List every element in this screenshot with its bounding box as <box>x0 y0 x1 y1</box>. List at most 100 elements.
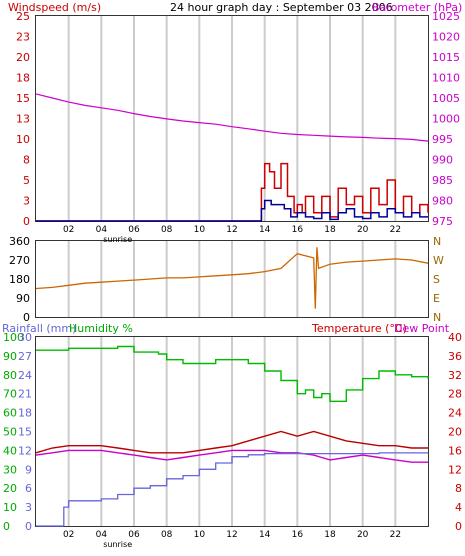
temperature-line <box>35 430 428 454</box>
windspeed-tick-label: 23 <box>16 31 30 44</box>
direction-tick-label: 90 <box>16 292 30 305</box>
temperature-tick-label: 8 <box>455 482 462 495</box>
chart-title: 24 hour graph day : September 03 2006 <box>170 1 393 14</box>
windspeed-tick-label: 13 <box>16 113 30 126</box>
humidity-tick-label: 70 <box>3 388 17 401</box>
compass-label: S <box>433 273 440 286</box>
barometer-tick-label: 995 <box>432 133 453 146</box>
humidity-tick-label: 0 <box>3 520 10 533</box>
barometer-tick-label: 980 <box>432 195 453 208</box>
x-tick-label: 16 <box>292 225 304 235</box>
humidity-tick-label: 40 <box>3 444 17 457</box>
x-tick-label: 04 <box>96 530 108 540</box>
temperature-tick-label: 24 <box>448 407 462 420</box>
x-tick-label: 22 <box>390 530 401 540</box>
sunrise-label: sunrise <box>103 540 132 549</box>
humidity-line <box>36 345 429 402</box>
plot-frame-climate <box>35 336 429 527</box>
temperature-tick-label: 4 <box>455 501 462 514</box>
temperature-tick-label: 16 <box>448 444 462 457</box>
direction-tick-label: 180 <box>9 273 30 286</box>
windspeed-tick-label: 20 <box>16 51 30 64</box>
windspeed-tick-label: 10 <box>16 133 30 146</box>
rainfall-tick-label: 3 <box>25 501 32 514</box>
humidity-tick-label: 30 <box>3 463 17 476</box>
direction-tick-label: 360 <box>9 235 30 248</box>
humidity-tick-label: 60 <box>3 407 17 420</box>
rainfall-tick-label: 15 <box>18 426 32 439</box>
barometer-tick-label: 1015 <box>432 51 460 64</box>
sunrise-label: sunrise <box>103 235 132 244</box>
barometer-tick-label: 990 <box>432 154 453 167</box>
rainfall-axis-label: Rainfall (mm) <box>2 322 76 335</box>
temperature-tick-label: 12 <box>448 463 462 476</box>
humidity-axis-label: Humidity % <box>69 322 133 335</box>
temperature-tick-label: 0 <box>455 520 462 533</box>
x-tick-label: 08 <box>161 530 173 540</box>
barometer-axis-label: Barometer (hPa) <box>372 1 462 14</box>
x-tick-label: 10 <box>194 530 206 540</box>
x-tick-label: 12 <box>226 225 237 235</box>
humidity-tick-label: 80 <box>3 369 17 382</box>
temperature-tick-label: 36 <box>448 350 462 363</box>
barometer-tick-label: 1010 <box>432 72 460 85</box>
windspeed-tick-label: 15 <box>16 92 30 105</box>
barometer-tick-label: 975 <box>432 215 453 228</box>
x-tick-label: 12 <box>226 530 237 540</box>
compass-label: N <box>433 311 441 324</box>
windspeed-tick-label: 25 <box>16 10 30 23</box>
windspeed-tick-label: 0 <box>23 215 30 228</box>
rainfall-line <box>36 452 428 527</box>
rainfall-tick-label: 9 <box>25 463 32 476</box>
humidity-tick-label: 90 <box>3 350 17 363</box>
temperature-axis-label: Temperature (°C) <box>311 322 407 335</box>
windspeed-tick-label: 3 <box>23 195 30 208</box>
wind-direction-line <box>35 247 429 309</box>
rainfall-tick-label: 0 <box>25 520 32 533</box>
dewpoint-axis-label: Dew Point <box>394 322 450 335</box>
x-tick-label: 22 <box>390 225 401 235</box>
windspeed-line <box>36 162 429 222</box>
temperature-tick-label: 40 <box>448 331 462 344</box>
dew-point-line <box>35 449 428 463</box>
humidity-tick-label: 10 <box>3 501 17 514</box>
humidity-tick-label: 20 <box>3 482 17 495</box>
temperature-tick-label: 28 <box>448 388 462 401</box>
x-tick-label: 02 <box>63 530 74 540</box>
barometer-tick-label: 1005 <box>432 92 460 105</box>
x-tick-label: 18 <box>324 225 336 235</box>
x-tick-label: 14 <box>259 530 271 540</box>
barometer-tick-label: 1020 <box>432 31 460 44</box>
x-tick-label: 04 <box>96 225 108 235</box>
windspeed-tick-label: 8 <box>23 154 30 167</box>
x-tick-label: 14 <box>259 225 271 235</box>
wind-average-line <box>36 199 428 222</box>
compass-label: E <box>433 292 440 305</box>
humidity-tick-label: 100 <box>3 331 24 344</box>
x-tick-label: 02 <box>63 225 74 235</box>
rainfall-tick-label: 27 <box>18 350 32 363</box>
x-tick-label: 16 <box>292 530 304 540</box>
rainfall-tick-label: 30 <box>18 331 32 344</box>
direction-tick-label: 270 <box>9 254 30 267</box>
rainfall-tick-label: 12 <box>18 444 32 457</box>
barometer-tick-label: 985 <box>432 174 453 187</box>
x-tick-label: 20 <box>357 225 369 235</box>
humidity-tick-label: 50 <box>3 426 17 439</box>
x-tick-label: 06 <box>128 530 140 540</box>
temperature-tick-label: 32 <box>448 369 462 382</box>
barometer-line <box>35 93 429 142</box>
plot-frame-direction <box>35 240 429 318</box>
rainfall-tick-label: 24 <box>18 369 32 382</box>
rainfall-tick-label: 18 <box>18 407 32 420</box>
windspeed-tick-label: 5 <box>23 174 30 187</box>
x-tick-label: 06 <box>128 225 140 235</box>
x-tick-label: 20 <box>357 530 369 540</box>
compass-label: W <box>433 254 444 267</box>
compass-label: N <box>433 235 441 248</box>
barometer-tick-label: 1025 <box>432 10 460 23</box>
rainfall-tick-label: 6 <box>25 482 32 495</box>
windspeed-axis-label: Windspeed (m/s) <box>8 1 101 14</box>
rainfall-tick-label: 21 <box>18 388 32 401</box>
